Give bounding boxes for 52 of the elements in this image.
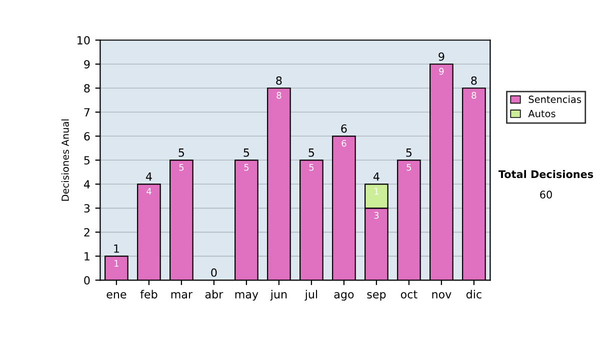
data-label: 9 — [439, 68, 444, 75]
total-label: 5 — [178, 148, 184, 157]
total-label: 0 — [211, 268, 217, 277]
total-label: 4 — [146, 172, 152, 181]
y-tick-label: 2 — [84, 228, 90, 236]
total-label: 9 — [438, 52, 444, 61]
x-tick-label: dic — [466, 290, 482, 298]
total-label: 5 — [406, 148, 412, 157]
x-tick-label: ene — [106, 292, 126, 298]
total-label: 1 — [114, 244, 119, 253]
x-tick-label: feb — [140, 290, 158, 298]
total-label: 8 — [276, 76, 282, 85]
x-tick-label: jun — [270, 290, 287, 301]
data-label: 6 — [342, 140, 346, 147]
data-label: 8 — [472, 92, 476, 99]
y-tick-label: 7 — [84, 108, 90, 116]
x-tick-label: jul — [304, 290, 318, 301]
y-tick-label: 0 — [84, 276, 90, 285]
data-label: 5 — [244, 164, 249, 171]
x-tick-label: mar — [171, 292, 193, 298]
data-label: 5 — [309, 164, 314, 171]
data-label: 1 — [114, 260, 118, 267]
x-tick-label: abr — [205, 290, 224, 298]
x-tick-label: may — [235, 292, 258, 301]
y-tick-label: 1 — [84, 252, 90, 260]
y-tick-label: 9 — [84, 60, 90, 69]
data-label: 5 — [179, 164, 184, 171]
legend-label: Sentencias — [528, 95, 582, 104]
y-axis-title: Decisiones Anual — [61, 119, 69, 201]
x-tick-label: sep — [367, 292, 386, 301]
total-label: 5 — [244, 148, 250, 157]
y-tick-label: 4 — [84, 180, 90, 188]
y-tick-label: 10 — [78, 36, 90, 44]
y-tick-label: 6 — [84, 132, 90, 141]
x-tick-label: nov — [432, 292, 452, 298]
total-label: 6 — [341, 124, 347, 133]
data-label: 1 — [374, 188, 378, 195]
text: 60 — [540, 190, 552, 199]
data-label: 4 — [146, 188, 152, 195]
legend-label: Autos — [528, 110, 556, 118]
total-label: 8 — [471, 76, 477, 85]
y-tick-label: 3 — [84, 204, 90, 213]
x-tick-label: oct — [400, 290, 418, 298]
y-tick-label: 8 — [84, 84, 90, 93]
text: Total Decisiones — [498, 170, 594, 178]
data-label: 3 — [374, 212, 379, 219]
y-tick-label: 5 — [84, 156, 90, 165]
total-label: 5 — [308, 148, 314, 157]
x-tick-label: ago — [334, 292, 354, 301]
data-label: 5 — [406, 164, 412, 171]
data-label: 8 — [276, 92, 282, 99]
total-label: 4 — [373, 172, 380, 181]
